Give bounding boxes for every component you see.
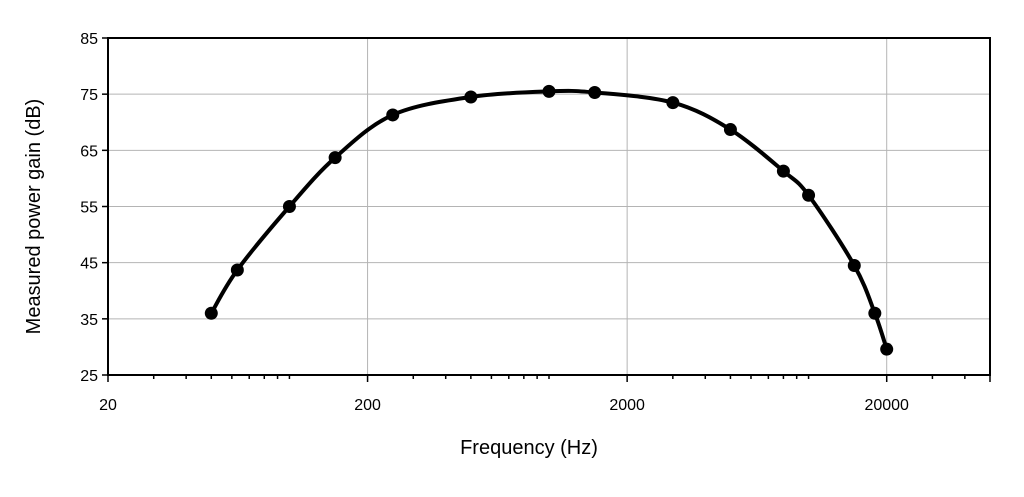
data-point	[328, 151, 342, 165]
data-point	[776, 164, 790, 178]
y-tick-label: 35	[80, 312, 98, 329]
x-tick-label: 200	[354, 397, 381, 414]
y-axis-title: Measured power gain (dB)	[23, 99, 45, 335]
y-tick-label: 45	[80, 256, 98, 273]
x-tick-label: 20000	[864, 397, 909, 414]
y-tick-label: 65	[80, 143, 98, 160]
data-point	[847, 258, 861, 272]
data-point	[542, 84, 556, 98]
data-point	[723, 123, 737, 137]
data-point	[386, 108, 400, 122]
tick-labels: 25 35 45 55 65 75 85 20 200 2000 20000	[80, 31, 909, 414]
y-tick-label: 75	[80, 87, 98, 104]
y-tick-label: 25	[80, 368, 98, 385]
axis-ticks	[102, 37, 991, 382]
data-point	[282, 200, 296, 213]
data-point	[802, 188, 816, 202]
y-tick-label: 55	[80, 200, 98, 217]
x-tick-label: 20	[99, 397, 117, 414]
data-point	[868, 306, 882, 320]
x-tick-label: 2000	[609, 397, 645, 414]
data-point	[204, 306, 218, 320]
data-point	[464, 90, 478, 104]
data-point	[588, 85, 602, 99]
x-axis-title: Frequency (Hz)	[460, 437, 598, 459]
data-point	[666, 96, 680, 110]
gain-curve	[209, 88, 889, 352]
data-point	[230, 263, 244, 277]
y-tick-label: 85	[80, 31, 98, 48]
data-points	[204, 84, 894, 356]
data-point	[880, 342, 894, 356]
